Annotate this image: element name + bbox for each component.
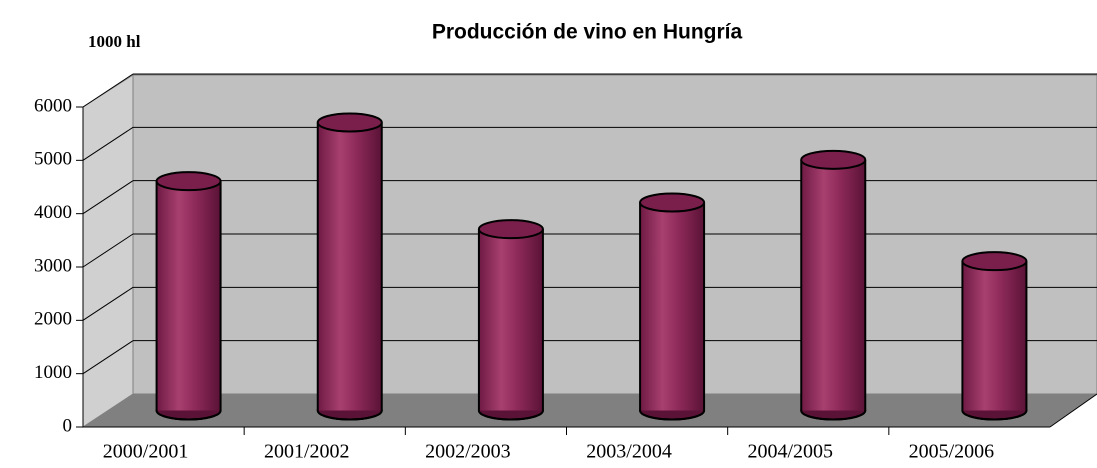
bar-top xyxy=(477,219,544,240)
bar-body xyxy=(801,159,866,411)
grid-line-side xyxy=(82,126,134,161)
bar-top xyxy=(316,112,383,133)
bar-outline xyxy=(639,202,706,421)
bar-top xyxy=(155,171,222,192)
bar-top xyxy=(639,192,706,213)
floor-edge xyxy=(1049,393,1097,428)
x-tick-label: 2001/2002 xyxy=(264,441,350,463)
floor xyxy=(83,394,1097,427)
y-tick-label: 4000 xyxy=(34,202,72,223)
bar-outline xyxy=(800,159,867,421)
grid-line-side xyxy=(82,73,134,108)
bar-outline xyxy=(477,229,544,421)
y-tick-label: 0 xyxy=(63,415,73,436)
y-tick-label: 1000 xyxy=(34,362,72,383)
bar xyxy=(800,149,867,421)
bar-outline xyxy=(961,261,1028,421)
bar-body xyxy=(478,229,543,411)
bar-outline xyxy=(155,181,222,421)
bar-body xyxy=(156,181,221,411)
x-tick-label: 2003/2004 xyxy=(586,441,672,463)
grid-line-side xyxy=(82,286,134,321)
grid-line-side xyxy=(82,340,134,375)
y-tick-label: 5000 xyxy=(34,149,72,170)
bar xyxy=(639,192,706,421)
bar-top xyxy=(800,149,867,170)
bar-outline xyxy=(316,122,383,421)
bar-body xyxy=(640,202,705,411)
y-tick-label: 2000 xyxy=(34,309,72,330)
bar xyxy=(477,219,544,421)
bar-top xyxy=(961,251,1028,272)
x-tick-label: 2002/2003 xyxy=(425,441,511,463)
y-tick-label: 6000 xyxy=(34,95,72,116)
y-tick-label: 3000 xyxy=(34,255,72,276)
grid-line-side xyxy=(82,233,134,268)
bar xyxy=(316,112,383,421)
x-tick-label: 2000/2001 xyxy=(103,441,189,463)
chart-title: Producción de vino en Hungría xyxy=(432,21,743,44)
bar xyxy=(155,171,222,421)
grid-line-side xyxy=(82,180,134,215)
bar-body xyxy=(317,122,382,411)
x-tick-label: 2005/2006 xyxy=(909,441,995,463)
y-axis-label: 1000 hl xyxy=(88,32,141,51)
x-tick-label: 2004/2005 xyxy=(747,441,833,463)
bar xyxy=(961,251,1028,421)
bar-body xyxy=(962,261,1027,411)
